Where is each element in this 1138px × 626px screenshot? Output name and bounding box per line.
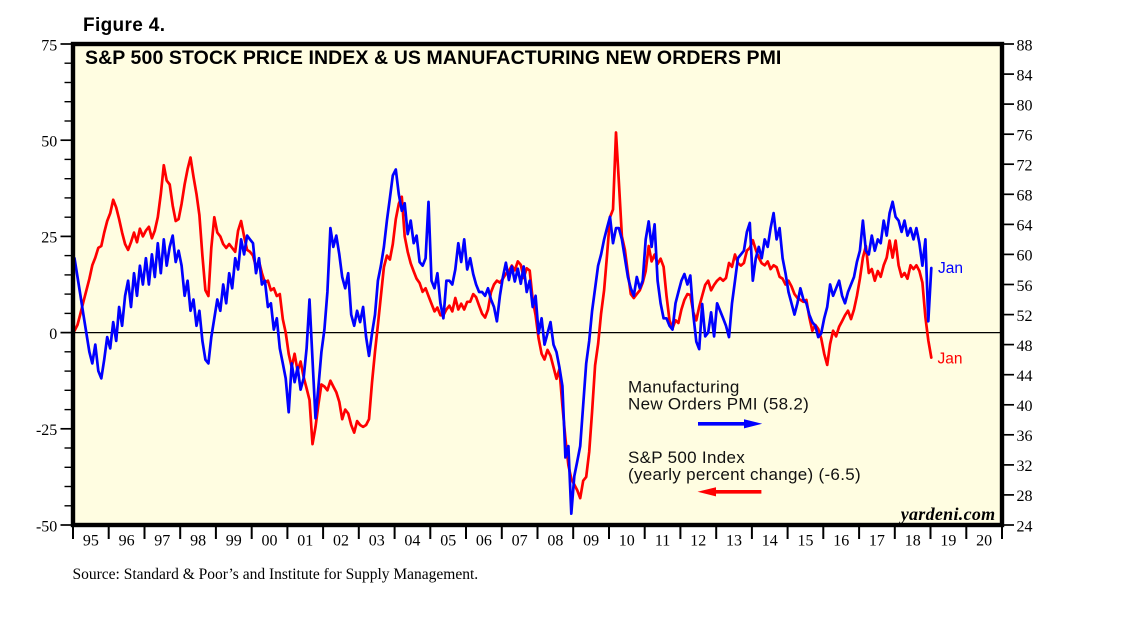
- svg-text:02: 02: [333, 533, 349, 550]
- svg-text:28: 28: [1017, 488, 1033, 505]
- svg-text:05: 05: [440, 533, 456, 550]
- svg-text:99: 99: [226, 533, 242, 550]
- svg-text:00: 00: [262, 533, 278, 550]
- svg-text:Jan: Jan: [938, 351, 963, 368]
- svg-text:75: 75: [41, 37, 57, 54]
- svg-text:13: 13: [726, 533, 742, 550]
- svg-text:56: 56: [1017, 278, 1033, 295]
- svg-text:S&P 500 Index: S&P 500 Index: [628, 448, 745, 467]
- svg-text:-25: -25: [36, 422, 57, 439]
- svg-text:0: 0: [49, 326, 57, 343]
- svg-text:07: 07: [512, 533, 528, 550]
- svg-text:09: 09: [583, 533, 599, 550]
- svg-text:64: 64: [1017, 218, 1033, 235]
- svg-text:60: 60: [1017, 248, 1033, 265]
- svg-text:-50: -50: [36, 518, 57, 535]
- svg-text:68: 68: [1017, 188, 1033, 205]
- svg-text:24: 24: [1017, 518, 1033, 535]
- svg-text:yardeni.com: yardeni.com: [899, 504, 996, 524]
- svg-text:32: 32: [1017, 458, 1033, 475]
- svg-text:40: 40: [1017, 398, 1033, 415]
- svg-text:95: 95: [83, 533, 99, 550]
- svg-text:10: 10: [619, 533, 635, 550]
- svg-text:18: 18: [905, 533, 921, 550]
- svg-text:50: 50: [41, 134, 57, 151]
- svg-text:Source: Standard & Poor’s and: Source: Standard & Poor’s and Institute …: [73, 566, 479, 583]
- svg-text:Jan: Jan: [938, 260, 963, 277]
- svg-text:01: 01: [297, 533, 313, 550]
- svg-text:12: 12: [690, 533, 706, 550]
- svg-text:04: 04: [404, 533, 420, 550]
- svg-text:08: 08: [547, 533, 563, 550]
- svg-text:Manufacturing: Manufacturing: [628, 378, 740, 397]
- svg-text:52: 52: [1017, 308, 1033, 325]
- svg-text:36: 36: [1017, 428, 1033, 445]
- svg-text:44: 44: [1017, 368, 1033, 385]
- svg-text:84: 84: [1017, 67, 1033, 84]
- svg-text:97: 97: [154, 533, 170, 550]
- svg-text:New Orders PMI (58.2): New Orders PMI (58.2): [628, 395, 809, 414]
- svg-text:16: 16: [833, 533, 849, 550]
- svg-text:72: 72: [1017, 158, 1033, 175]
- svg-text:S&P 500 STOCK PRICE INDEX & US: S&P 500 STOCK PRICE INDEX & US MANUFACTU…: [85, 47, 781, 69]
- svg-text:88: 88: [1017, 37, 1033, 54]
- svg-text:96: 96: [119, 533, 135, 550]
- svg-text:03: 03: [369, 533, 385, 550]
- svg-text:17: 17: [869, 533, 885, 550]
- svg-text:25: 25: [41, 230, 57, 247]
- svg-text:11: 11: [655, 533, 670, 550]
- svg-text:48: 48: [1017, 338, 1033, 355]
- svg-text:80: 80: [1017, 97, 1033, 114]
- svg-text:Figure 4.: Figure 4.: [83, 15, 165, 36]
- svg-text:14: 14: [762, 533, 778, 550]
- svg-text:98: 98: [190, 533, 206, 550]
- svg-text:06: 06: [476, 533, 492, 550]
- svg-text:19: 19: [940, 533, 956, 550]
- svg-text:(yearly percent change) (-6.5): (yearly percent change) (-6.5): [628, 465, 861, 484]
- svg-text:20: 20: [976, 533, 992, 550]
- svg-text:15: 15: [798, 533, 814, 550]
- svg-text:76: 76: [1017, 128, 1033, 145]
